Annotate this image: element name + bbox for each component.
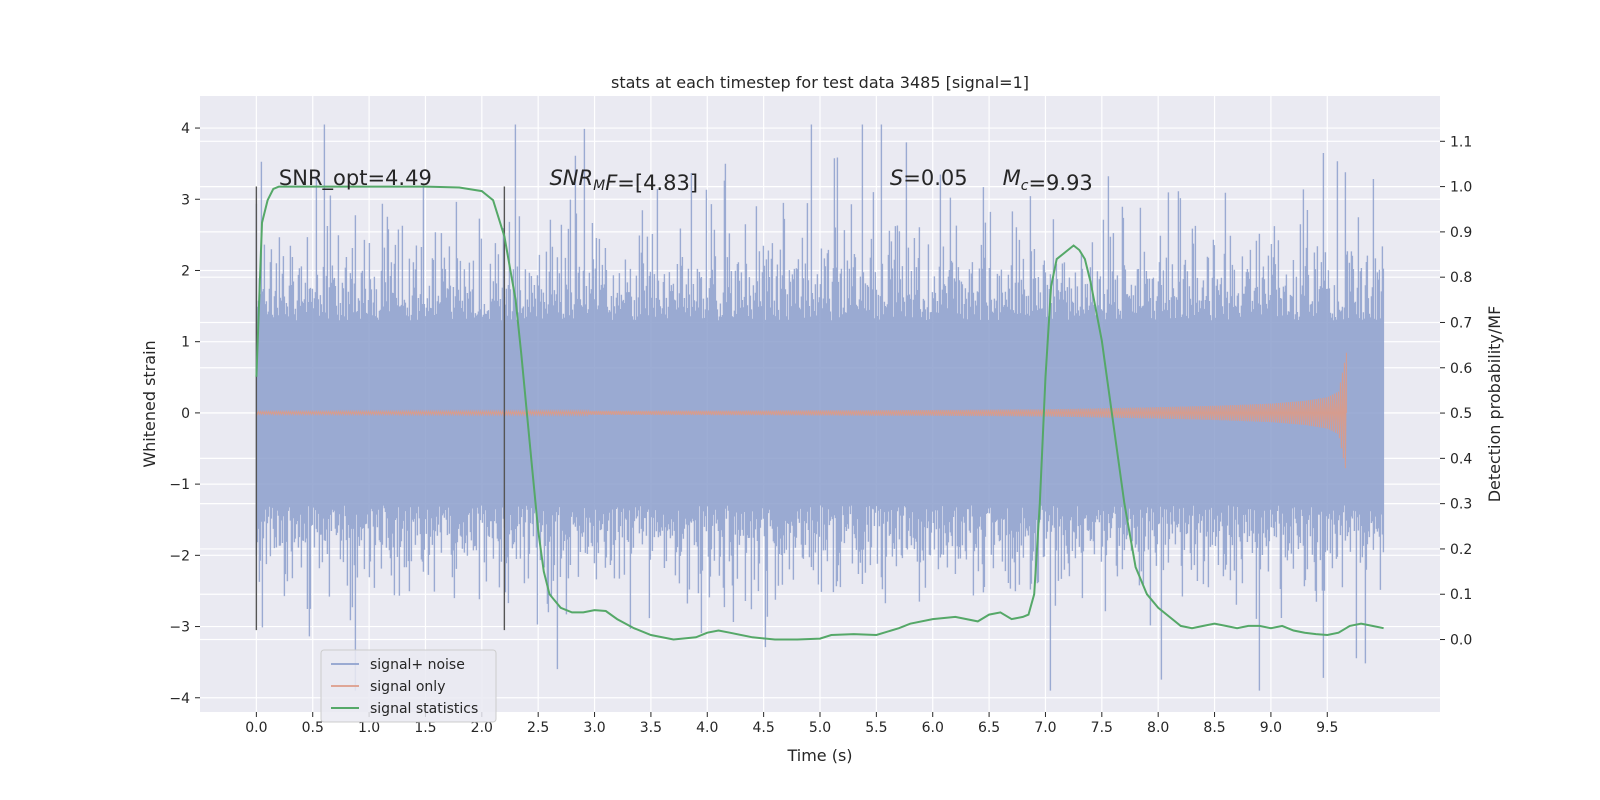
x-tick-label: 7.5	[1091, 720, 1113, 736]
y2-tick-label: 0.5	[1450, 406, 1472, 422]
y-tick-label: 2	[181, 263, 190, 279]
legend-box	[320, 649, 497, 723]
x-tick-label: 0.0	[245, 720, 267, 736]
y-tick-label: 0	[181, 406, 190, 422]
y2-tick-label: 0.8	[1450, 270, 1472, 286]
x-tick-label: 5.5	[865, 720, 887, 736]
x-tick-label: 2.5	[527, 720, 549, 736]
y2-axis-ticks: 0.0 0.1 0.2 0.3 0.4 0.5 0.6 0.7 0.8 0.9 1.0 1.1	[1440, 134, 1472, 649]
x-tick-label: 8.5	[1203, 720, 1225, 736]
y2-tick-label: 0.0	[1450, 633, 1472, 649]
x-tick-label: 6.0	[922, 720, 944, 736]
annotation-0: SNR_opt=4.49	[279, 166, 432, 191]
x-tick-label: 5.0	[809, 720, 831, 736]
legend-label-signal-statistics: signal statistics	[370, 701, 478, 717]
x-tick-label: 9.0	[1260, 720, 1282, 736]
y2-tick-label: 0.2	[1450, 542, 1472, 558]
y-tick-label: 1	[181, 335, 190, 351]
annotation-3: Mc=9.93	[1003, 166, 1093, 195]
series-signal-statistics	[255, 185, 1384, 641]
y2-tick-label: 1.1	[1450, 134, 1472, 150]
x-tick-label: 4.0	[696, 720, 718, 736]
legend-label-signal-only: signal only	[370, 679, 445, 695]
x-tick-label: 3.0	[583, 720, 605, 736]
y2-tick-label: 0.7	[1450, 315, 1472, 331]
x-axis-ticks: 0.0 0.5 1.0 1.5 2.0 2.5 3.0 3.5 4.0 4.5 5.0 5.5 6.0 6…	[245, 712, 1338, 736]
x-tick-label: 0.5	[302, 720, 324, 736]
x-tick-label: 9.5	[1316, 720, 1338, 736]
y2-axis-label: Detection probability/MF	[1485, 306, 1504, 503]
annotation-2: S=0.05	[890, 166, 968, 190]
annotations: SNR_opt=4.49 SNRMF=[4.83] S=0.05 Mc=9.93	[279, 166, 1093, 195]
y-tick-label: −3	[169, 620, 190, 636]
y2-tick-label: 0.1	[1450, 587, 1472, 603]
x-tick-label: 1.0	[358, 720, 380, 736]
x-tick-label: 7.0	[1034, 720, 1056, 736]
vertical-lines	[255, 186, 506, 631]
x-tick-label: 3.5	[640, 720, 662, 736]
y-tick-label: −4	[169, 691, 190, 707]
chart-title: stats at each timestep for test data 348…	[611, 73, 1029, 92]
x-tick-label: 4.5	[753, 720, 775, 736]
x-tick-label: 8.0	[1147, 720, 1169, 736]
y2-tick-label: 0.3	[1450, 497, 1472, 513]
legend-label-signal-noise: signal+ noise	[370, 657, 465, 673]
y2-tick-label: 0.4	[1450, 451, 1472, 467]
y-tick-label: 3	[181, 192, 190, 208]
y2-tick-label: 0.9	[1450, 225, 1472, 241]
x-tick-label: 1.5	[414, 720, 436, 736]
y-axis-label: Whitened strain	[140, 340, 159, 467]
x-tick-label: 2.0	[471, 720, 493, 736]
y-tick-label: −2	[169, 548, 190, 564]
y-axis-ticks: −4 −3 −2 −1 0 1 2 3 4	[169, 121, 200, 707]
y-tick-label: 4	[181, 121, 190, 137]
y2-tick-label: 0.6	[1450, 361, 1472, 377]
y2-tick-label: 1.0	[1450, 180, 1472, 196]
series-signal-only	[255, 352, 1347, 469]
x-axis-label: Time (s)	[786, 746, 852, 765]
legend: signal+ noise signal only signal statist…	[320, 649, 497, 723]
x-tick-label: 6.5	[978, 720, 1000, 736]
y-tick-label: −1	[169, 477, 190, 493]
annotation-1: SNRMF=[4.83]	[549, 166, 698, 195]
